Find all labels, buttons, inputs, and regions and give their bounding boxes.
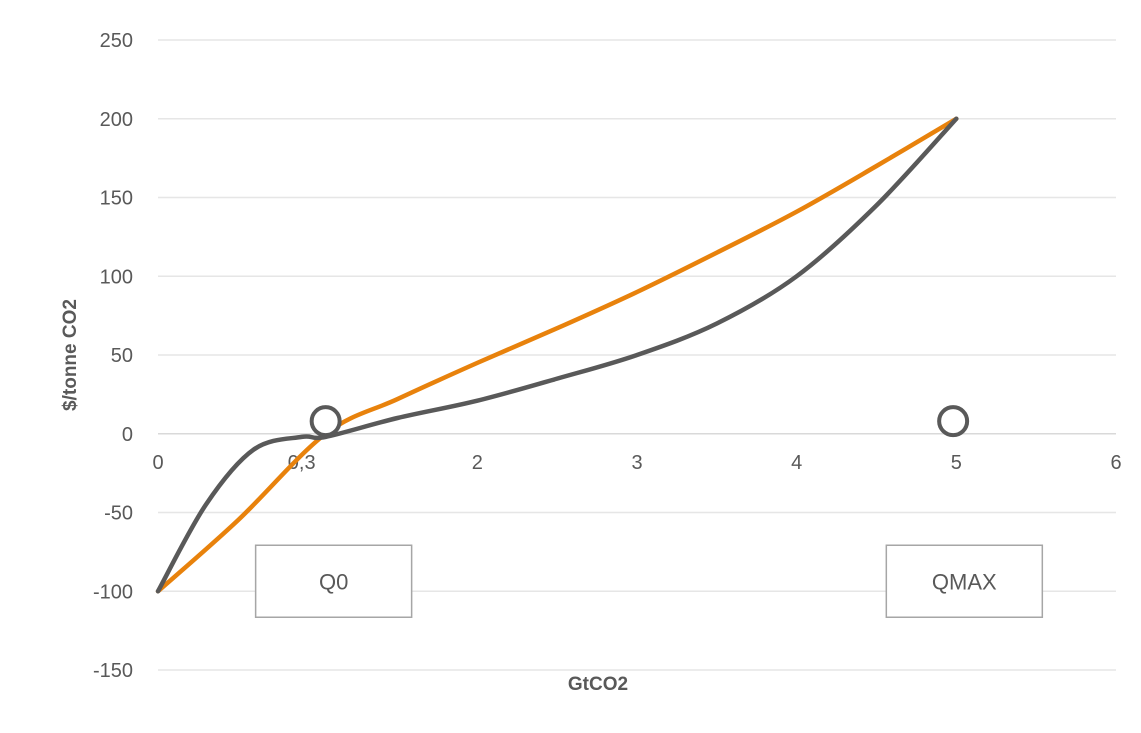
annotation-label: Q0	[319, 569, 348, 594]
y-tick-label: -150	[93, 660, 133, 682]
series-line-1	[155, 116, 959, 594]
y-axis-title: $/tonne CO2	[60, 299, 81, 411]
y-axis-tick-labels: -150 -100 -50 0 50 100 150 200 250	[93, 30, 133, 682]
series-line-2	[155, 116, 959, 594]
x-tick-label: 0	[152, 452, 163, 474]
y-tick-label: 50	[111, 345, 133, 367]
annotation-box	[254, 544, 413, 618]
series-lines	[155, 116, 959, 594]
y-tick-label: -50	[104, 503, 133, 525]
annotation-boxes: Q0 QMAX	[254, 544, 1044, 618]
x-axis-title: GtCO2	[568, 674, 628, 695]
x-tick-label: 0,3	[288, 452, 316, 474]
point-marker	[309, 405, 342, 438]
annotation-label: QMAX	[932, 569, 997, 594]
x-tick-label: 2	[472, 452, 483, 474]
point-markers	[309, 405, 970, 438]
x-axis-tick-labels: 0 0,3 2 3 4 5 6	[152, 452, 1121, 474]
y-tick-label: 150	[100, 188, 133, 210]
y-tick-label: 200	[100, 109, 133, 131]
x-tick-label: 3	[631, 452, 642, 474]
x-tick-label: 5	[951, 452, 962, 474]
y-tick-label: -100	[93, 581, 133, 603]
y-tick-label: 100	[100, 266, 133, 288]
x-tick-label: 4	[791, 452, 802, 474]
y-tick-label: 0	[122, 424, 133, 446]
point-marker	[937, 405, 970, 438]
y-tick-label: 250	[100, 30, 133, 52]
x-tick-label: 6	[1110, 452, 1121, 474]
annotation-box	[885, 544, 1044, 618]
